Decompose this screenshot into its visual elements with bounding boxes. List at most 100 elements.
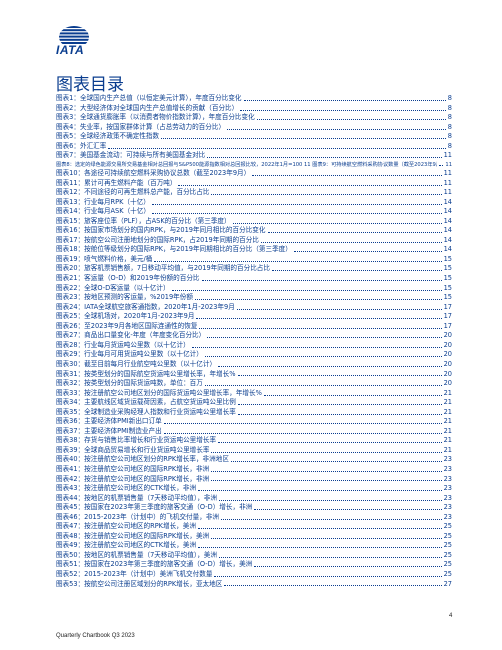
toc-entry-label: 图表6：外汇汇率 [56,141,107,150]
toc-entry-label: 图表32：按类型划分的国际货运吨数，单位：百万 [56,379,203,388]
toc-entry[interactable]: 图表38：存货与销售比率增长和行业货运吨公里增长率 21 [56,436,452,446]
toc-entry[interactable]: 图表52：2015-2023年（计划中）美洲飞机交付数量 25 [56,570,452,580]
toc-entry[interactable]: 图表8：选定的绿色能源交易所交易基金相对总回报与S&P500能源指数相对总回报比… [56,161,452,169]
toc-entry[interactable]: 图表40：按注册航空公司地区划分的RPK增长率，非洲地区 23 [56,455,452,465]
toc-entry[interactable]: 图表6：外汇汇率 8 [56,142,452,152]
toc-entry[interactable]: 图表31：按类型划分的国际航空货运吨公里增长率，年增长% 20 [56,370,452,380]
toc-leader-dots [211,470,442,472]
toc-entry[interactable]: 图表39：全球商品贸易增长和行业货运吨公里增长率 21 [56,446,452,456]
toc-leader-dots [272,270,442,272]
toc-entry[interactable]: 图表22：全球O-D客运量（以十亿计） 15 [56,284,452,294]
toc-entry[interactable]: 图表11：累计可再生燃料产能（百万吨） 11 [56,179,452,189]
toc-entry-page: 20 [443,369,452,378]
toc-leader-dots [237,375,442,377]
toc-leader-dots [207,337,442,339]
toc-entry[interactable]: 图表33：按注册航空公司地区划分的国际货运吨公里增长率，年增长% 21 [56,389,452,399]
page-title: 图表目录 [56,75,124,95]
toc-entry[interactable]: 图表23：按地区预测的客运量，%2019年份额 15 [56,293,452,303]
toc-entry-page: 15 [443,283,452,292]
toc-leader-dots [293,251,442,253]
toc-entry-page: 23 [443,503,452,512]
toc-entry-label: 图表44：按地区的机票销售量（7天移动平均值），非洲 [56,493,217,502]
toc-leader-dots [252,174,442,176]
toc-entry[interactable]: 图表51：按国家在2023年第三季度的旅客交通（O-D）增长，美洲 25 [56,560,452,570]
toc-entry-page: 14 [443,207,452,216]
toc-entry[interactable]: 图表28：行业每月货运吨公里数（以十亿计） 20 [56,341,452,351]
toc-entry-label: 图表52：2015-2023年（计划中）美洲飞机交付数量 [56,569,213,578]
toc-entry[interactable]: 图表18：按舱位等级划分的国际RPK，与2019年同期相比的百分比（第三季度） 1… [56,245,452,255]
toc-entry-label: 图表35：全球制造业采购经理人指数和行业货运吨公里增长率 [56,407,236,416]
toc-entry[interactable]: 图表48：按注册航空公司地区的国际RPK增长，美洲 25 [56,532,452,542]
toc-entry[interactable]: 图表36：主要经济体PMI新出口订单 21 [56,417,452,427]
toc-entry[interactable]: 图表47：按注册航空公司地区的RPK增长，美洲 25 [56,522,452,532]
toc-entry[interactable]: 图表2：大型经济体对全球国内生产总值增长的贡献（百分比） 8 [56,104,452,114]
toc-leader-dots [211,480,442,482]
toc-entry[interactable]: 图表25：全球机场对，2020年1月-2023年9月 17 [56,312,452,322]
toc-entry[interactable]: 图表29：行业每月可用货运吨公里数（以十亿计） 20 [56,350,452,360]
toc-leader-dots [218,499,442,501]
toc-leader-dots [439,165,444,167]
toc-leader-dots [227,128,446,130]
toc-entry-page: 15 [443,274,452,283]
toc-entry-label: 图表18：按舱位等级划分的国际RPK，与2019年同期相比的百分比（第三季度） [56,245,292,254]
toc-entry[interactable]: 图表35：全球制造业采购经理人指数和行业货运吨公里增长率 21 [56,408,452,418]
toc-entry[interactable]: 图表21：客运量（O-D）和2019年份额的百分比 15 [56,274,452,284]
toc-entry[interactable]: 图表20：旅客机票销售额，7日移动平均值，与2019年同期的百分比占比 15 [56,264,452,274]
toc-entry[interactable]: 图表44：按地区的机票销售量（7天移动平均值），非洲 23 [56,494,452,504]
toc-entry[interactable]: 图表16：按国家市场划分的国内RPK，与2019年同月相比的百分比变化 14 [56,226,452,236]
toc-entry[interactable]: 图表19：喷气燃料价格，美元/桶 15 [56,255,452,265]
toc-entry-label: 图表19：喷气燃料价格，美元/桶 [56,254,153,263]
toc-entry[interactable]: 图表1：全球国内生产总值（以恒定美元计算），年度百分比变化 8 [56,94,452,104]
toc-entry-page: 20 [443,359,452,368]
toc-entry-label: 图表38：存货与销售比率增长和行业货运吨公里增长率 [56,436,217,445]
toc-entry[interactable]: 图表24：IATA全球航空旅客通指数，2020年1月-2023年9月 17 [56,303,452,313]
toc-entry[interactable]: 图表34：主要航线区域货运载荷因素，占航空货运吨公里比例 21 [56,398,452,408]
toc-entry-page: 21 [443,417,452,426]
toc-entry[interactable]: 图表7：美国基金流动：可持续与所有美国基金对比 11 [56,151,452,161]
toc-entry-page: 20 [443,331,452,340]
toc-entry[interactable]: 图表12：不同途径的可再生燃料总产能，百分比占比 11 [56,188,452,198]
toc-entry[interactable]: 图表49：按注册航空公司地区的CTK增长，美洲 25 [56,541,452,551]
toc-entry-label: 图表14：行业每月ASK（十亿） [56,207,150,216]
toc-entry-page: 25 [443,531,452,540]
toc-entry-page: 8 [447,122,452,131]
toc-entry-page: 17 [443,302,452,311]
toc-leader-dots [214,575,442,577]
toc-leader-dots [263,394,442,396]
toc-entry-label: 图表28：行业每月货运吨公里数（以十亿计） [56,340,190,349]
toc-leader-dots [267,232,442,234]
toc-entry-label: 图表24：IATA全球航空旅客通指数，2020年1月-2023年9月 [56,302,235,311]
toc-entry-label: 图表3：全球通货膨胀率（以消费者物价指数计算），年度百分比变化 [56,113,255,122]
toc-entry[interactable]: 图表3：全球通货膨胀率（以消费者物价指数计算），年度百分比变化 8 [56,113,452,123]
toc-leader-dots [191,346,442,348]
toc-entry[interactable]: 图表50：按地区的机票销售量（7天移动平均值），美洲 25 [56,551,452,561]
toc-entry[interactable]: 图表26：至2023年9月各地区国际连通性的恢复 17 [56,322,452,332]
toc-entry[interactable]: 图表46：2015-2023年（计划中）的飞机交付量，非洲 23 [56,513,452,523]
toc-entry[interactable]: 图表42：按注册航空公司地区的国际RPK增长，非洲 23 [56,475,452,485]
toc-entry[interactable]: 图表53：按航空公司注册区域划分的RPK增长，亚太地区 27 [56,580,452,590]
toc-entry-page: 14 [443,197,452,206]
toc-entry[interactable]: 图表15：旅客座位率（PLF），占ASK的百分比（第三季度） 14 [56,217,452,227]
toc-entry[interactable]: 图表30：截至目前每月行业航空吨公里数（以十亿计） 20 [56,360,452,370]
toc-entry[interactable]: 图表43：按注册航空公司地区的CTK增长，非洲 23 [56,484,452,494]
toc-entry-label: 图表15：旅客座位率（PLF），占ASK的百分比（第三季度） [56,216,231,225]
toc-entry[interactable]: 图表27：商品出口量变化-年度（年度变化百分比） 20 [56,331,452,341]
toc-entry[interactable]: 图表5：全球经济政策不确定性指数 8 [56,132,452,142]
toc-entry[interactable]: 图表10：各途径可持续航空燃料采购协议总数（截至2023年9月） 11 [56,169,452,179]
toc-entry-label: 图表48：按注册航空公司地区的国际RPK增长，美洲 [56,531,210,540]
toc-entry[interactable]: 图表32：按类型划分的国际货运吨数，单位：百万 20 [56,379,452,389]
toc-entry-page: 23 [443,512,452,521]
toc-entry[interactable]: 图表37：主要经济体PMI制造业产出 21 [56,427,452,437]
toc-entry-label: 图表10：各途径可持续航空燃料采购协议总数（截至2023年9月） [56,169,251,178]
toc-entry-label: 图表5：全球经济政策不确定性指数 [56,132,160,141]
toc-entry-label: 图表42：按注册航空公司地区的国际RPK增长，非洲 [56,474,210,483]
toc-entry-page: 8 [447,141,452,150]
toc-entry-page: 25 [443,541,452,550]
toc-entry[interactable]: 图表13：行业每月RPK（十亿） 14 [56,198,452,208]
toc-entry[interactable]: 图表14：行业每月ASK（十亿） 14 [56,207,452,217]
toc-entry[interactable]: 图表45：按国家在2023年第三季度的旅客交通（O-D）增长，非洲 23 [56,503,452,513]
toc-entry[interactable]: 图表4：失业率，按国家群体计算（占总劳动力的百分比） 8 [56,123,452,133]
toc-entry[interactable]: 图表17：按航空公司注册地划分的国际RPK，占2019年同期的百分比 14 [56,236,452,246]
toc-entry[interactable]: 图表41：按注册航空公司地区的国际RPK增长，非洲 23 [56,465,452,475]
toc-entry-page: 11 [443,188,452,197]
